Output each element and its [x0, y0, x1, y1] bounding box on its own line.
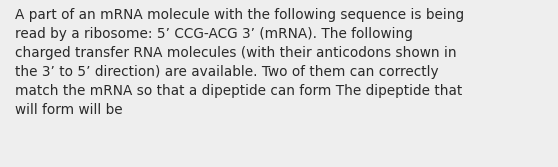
Text: A part of an mRNA molecule with the following sequence is being
read by a riboso: A part of an mRNA molecule with the foll… [16, 8, 465, 117]
